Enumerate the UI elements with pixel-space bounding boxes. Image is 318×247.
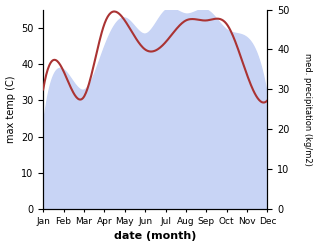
Y-axis label: max temp (C): max temp (C) [5, 76, 16, 143]
X-axis label: date (month): date (month) [114, 231, 197, 242]
Y-axis label: med. precipitation (kg/m2): med. precipitation (kg/m2) [303, 53, 313, 166]
